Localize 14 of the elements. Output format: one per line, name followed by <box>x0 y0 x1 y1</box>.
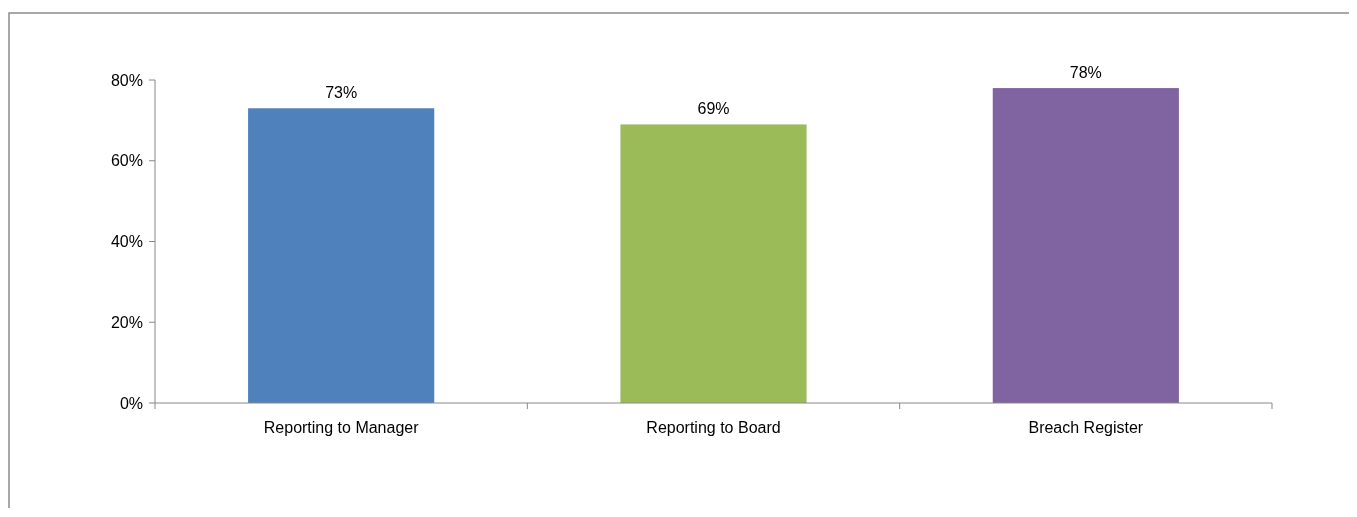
data-label: 78% <box>1069 64 1102 82</box>
data-label: 73% <box>325 84 358 102</box>
data-label: 69% <box>697 100 730 118</box>
y-tick-label: 0% <box>119 394 143 412</box>
y-tick-label: 20% <box>110 313 143 331</box>
bar <box>248 108 435 403</box>
bar <box>620 124 807 403</box>
y-tick-label: 40% <box>110 233 143 251</box>
x-tick-label: Breach Register <box>1028 419 1144 436</box>
y-tick-label: 80% <box>110 71 143 89</box>
y-tick-label: 60% <box>110 152 143 170</box>
x-tick-label: Reporting to Manager <box>263 419 420 436</box>
bar <box>992 88 1179 403</box>
x-tick-label: Reporting to Board <box>646 419 781 436</box>
